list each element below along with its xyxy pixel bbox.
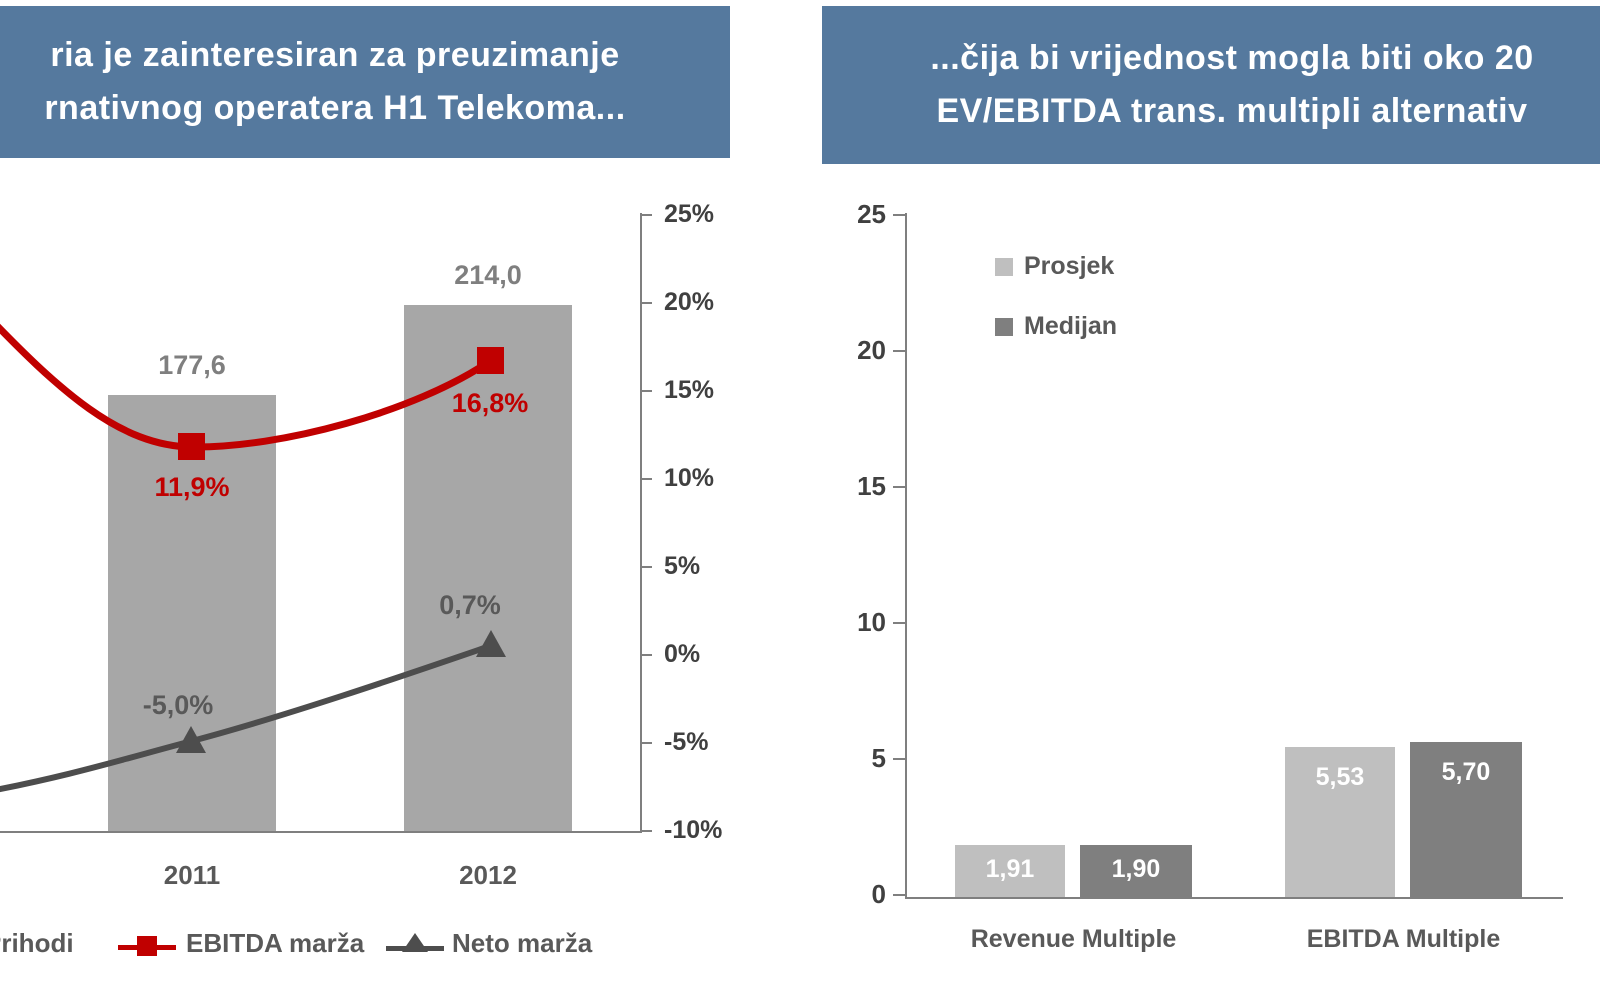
tick-mark [640,830,652,832]
left-chart-right-axis-line [640,213,642,833]
bar-medijan-revenue [1080,845,1192,897]
tick-mark [640,742,652,744]
axis-tick-neg5pct: -5% [664,728,709,756]
y-tick-25: 25 [857,199,886,229]
tick-mark [640,390,652,392]
tick-mark [893,486,905,488]
legend-square-prosjek-icon [995,258,1013,276]
legend-triangle-icon [402,933,428,952]
left-bar-value-2011: 177,6 [158,350,226,380]
x-label-2011: 2011 [163,860,221,890]
right-header-line-1: ...čija bi vrijednost mogla biti oko 20 [930,39,1534,78]
right-chart-y-axis-line [905,213,907,899]
x-label-2012: 2012 [459,860,517,890]
tick-mark [893,350,905,352]
right-chart-baseline [905,897,1563,899]
y-tick-20: 20 [857,335,886,365]
tick-mark [893,622,905,624]
legend-label-medijan: Medijan [1024,312,1118,340]
bar-value-prosjek-ebitda: 5,53 [1315,763,1365,791]
ebitda-label-2011: 11,9% [154,472,230,502]
left-bar-value-2012: 214,0 [454,260,522,290]
tick-mark [640,302,652,304]
ebitda-label-2012: 16,8% [451,388,529,418]
y-tick-10: 10 [857,607,886,637]
neto-label-2011: -5,0% [142,690,214,720]
x-label-ebitda-multiple: EBITDA Multiple [1306,925,1501,953]
tick-mark [893,894,905,896]
left-bar-2011 [108,395,276,832]
bar-prosjek-revenue [955,845,1065,897]
tick-mark [640,654,652,656]
legend-label-prihodi: Prihodi [0,928,74,958]
y-tick-5: 5 [871,743,886,773]
bar-prosjek-ebitda [1285,747,1395,897]
axis-tick-10pct: 10% [664,464,715,492]
x-label-revenue-multiple: Revenue Multiple [970,925,1177,953]
axis-tick-20pct: 20% [664,288,715,316]
legend-square-medijan-icon [995,318,1013,336]
bar-value-prosjek-revenue: 1,91 [985,855,1035,883]
tick-mark [893,758,905,760]
right-header-banner: ...čija bi vrijednost mogla biti oko 20 … [822,6,1600,164]
left-bar-2012 [404,305,572,832]
neto-label-2012: 0,7% [439,590,501,620]
axis-tick-neg10pct: -10% [664,816,723,844]
left-header-banner: ria je zainteresiran za preuzimanje rnat… [0,6,730,158]
legend-label-ebitda: EBITDA marža [186,928,365,958]
axis-tick-5pct: 5% [664,552,701,580]
axis-tick-25pct: 25% [664,200,715,228]
tick-mark [640,478,652,480]
tick-mark [640,214,652,216]
bar-value-medijan-revenue: 1,90 [1111,855,1161,883]
left-header-line-1: ria je zainteresiran za preuzimanje [50,36,620,75]
legend-label-prosjek: Prosjek [1024,252,1115,280]
bar-value-medijan-ebitda: 5,70 [1441,758,1491,786]
y-tick-0: 0 [871,879,886,909]
legend-label-neto: Neto marža [452,928,593,958]
left-header-line-2: rnativnog operatera H1 Telekoma... [44,89,626,127]
axis-tick-15pct: 15% [664,376,715,404]
legend-square-icon [137,936,157,956]
bar-medijan-ebitda [1410,742,1522,897]
axis-tick-0pct: 0% [664,640,701,668]
y-tick-15: 15 [857,471,886,501]
tick-mark [640,566,652,568]
left-chart-baseline [0,831,642,833]
right-header-line-2: EV/EBITDA trans. multipli alternativ [936,92,1528,130]
tick-mark [893,214,905,216]
